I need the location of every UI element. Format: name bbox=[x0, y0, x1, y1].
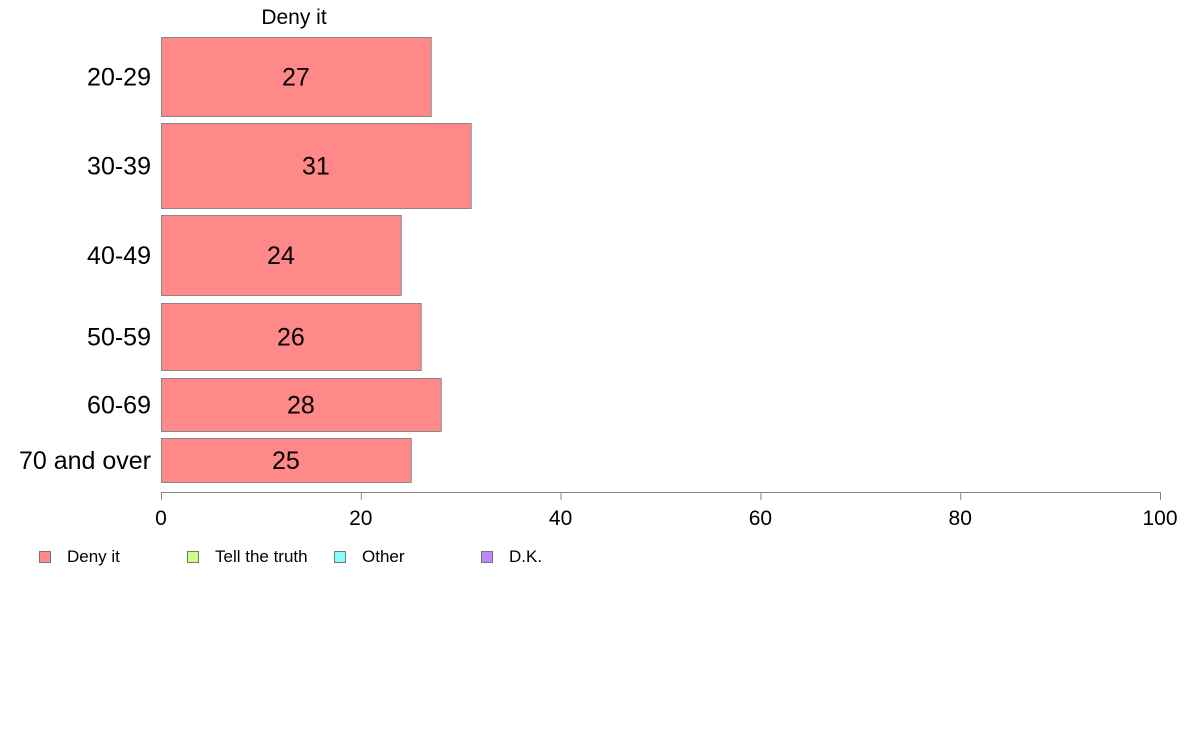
category-label-60-69: 60-69 bbox=[87, 392, 151, 420]
chart-title: Deny it bbox=[261, 6, 327, 29]
bar-deny-it-70-and-over bbox=[161, 438, 412, 483]
legend-item-dk: D.K. bbox=[481, 546, 542, 568]
legend-item-tell-the-truth: Tell the truth bbox=[187, 546, 308, 568]
x-tick-label: 0 bbox=[155, 507, 167, 530]
bar-chart: Deny it 27 31 24 26 28 25 20-29 30-39 40-49 50-5… bbox=[19, 6, 1178, 530]
category-label-40-49: 40-49 bbox=[87, 242, 151, 270]
chart-legend: Deny it Tell the truth Other D.K. bbox=[0, 546, 1188, 570]
data-label-20-29: 27 bbox=[282, 64, 310, 92]
legend-swatch-dk bbox=[481, 551, 493, 563]
bar-deny-it-40-49 bbox=[161, 215, 402, 296]
legend-swatch-tell-the-truth bbox=[187, 551, 199, 563]
category-label-20-29: 20-29 bbox=[87, 64, 151, 92]
data-label-70-and-over: 25 bbox=[272, 447, 300, 475]
legend-label: Other bbox=[362, 547, 405, 566]
x-tick-label: 40 bbox=[549, 507, 572, 530]
x-tick-label: 80 bbox=[949, 507, 972, 530]
x-tick-label: 60 bbox=[749, 507, 772, 530]
legend-label: D.K. bbox=[509, 547, 543, 566]
bar-deny-it-60-69 bbox=[161, 378, 442, 432]
data-label-40-49: 24 bbox=[267, 242, 295, 270]
x-tick-label: 20 bbox=[349, 507, 372, 530]
category-label-70-and-over: 70 and over bbox=[19, 447, 151, 475]
legend-item-other: Other bbox=[334, 546, 405, 568]
legend-label: Tell the truth bbox=[215, 547, 308, 566]
legend-swatch-other bbox=[334, 551, 346, 563]
bar-deny-it-50-59 bbox=[161, 303, 422, 371]
x-tick-label: 100 bbox=[1142, 507, 1177, 530]
legend-swatch-deny-it bbox=[39, 551, 51, 563]
data-label-50-59: 26 bbox=[277, 324, 305, 352]
legend-label: Deny it bbox=[67, 547, 120, 566]
data-label-60-69: 28 bbox=[287, 392, 315, 420]
category-label-50-59: 50-59 bbox=[87, 324, 151, 352]
category-label-30-39: 30-39 bbox=[87, 153, 151, 181]
bar-deny-it-30-39 bbox=[161, 123, 472, 209]
bar-deny-it-20-29 bbox=[161, 37, 432, 117]
data-label-30-39: 31 bbox=[302, 153, 330, 181]
legend-item-deny-it: Deny it bbox=[39, 546, 120, 568]
